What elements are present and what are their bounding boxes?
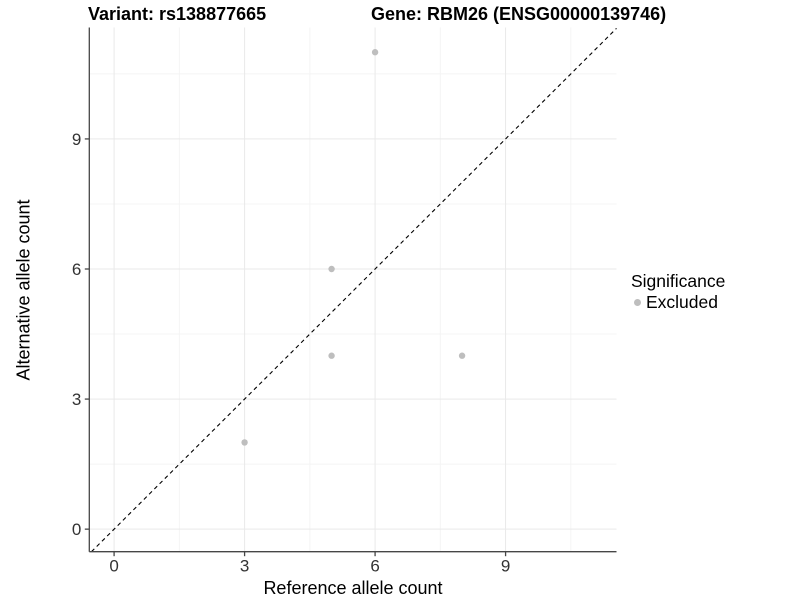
y-axis-title: Alternative allele count — [13, 199, 34, 381]
data-point — [328, 352, 335, 359]
x-axis-title: Reference allele count — [263, 578, 443, 598]
legend: Significance Excluded — [631, 271, 725, 312]
y-tick-label: 3 — [72, 390, 81, 409]
x-tick-label: 9 — [501, 557, 510, 576]
legend-item-label: Excluded — [646, 292, 718, 312]
x-tick-label: 0 — [109, 557, 118, 576]
legend-point-icon — [634, 298, 641, 306]
legend-title: Significance — [631, 271, 726, 291]
data-point — [328, 265, 335, 273]
identity-reference-line — [91, 27, 617, 553]
data-point — [241, 439, 248, 446]
x-tick-label: 6 — [370, 557, 379, 576]
x-tick-label: 3 — [240, 557, 249, 576]
legend-item-excluded: Excluded — [631, 292, 725, 312]
y-tick-label: 6 — [72, 260, 81, 279]
variant-title: Variant: rs138877665 — [88, 4, 267, 24]
data-point — [371, 49, 379, 56]
y-tick-label: 0 — [72, 520, 81, 539]
gene-title: Gene: RBM26 (ENSG00000139746) — [371, 4, 667, 24]
y-tick-label: 9 — [72, 130, 81, 149]
data-point — [458, 352, 466, 359]
